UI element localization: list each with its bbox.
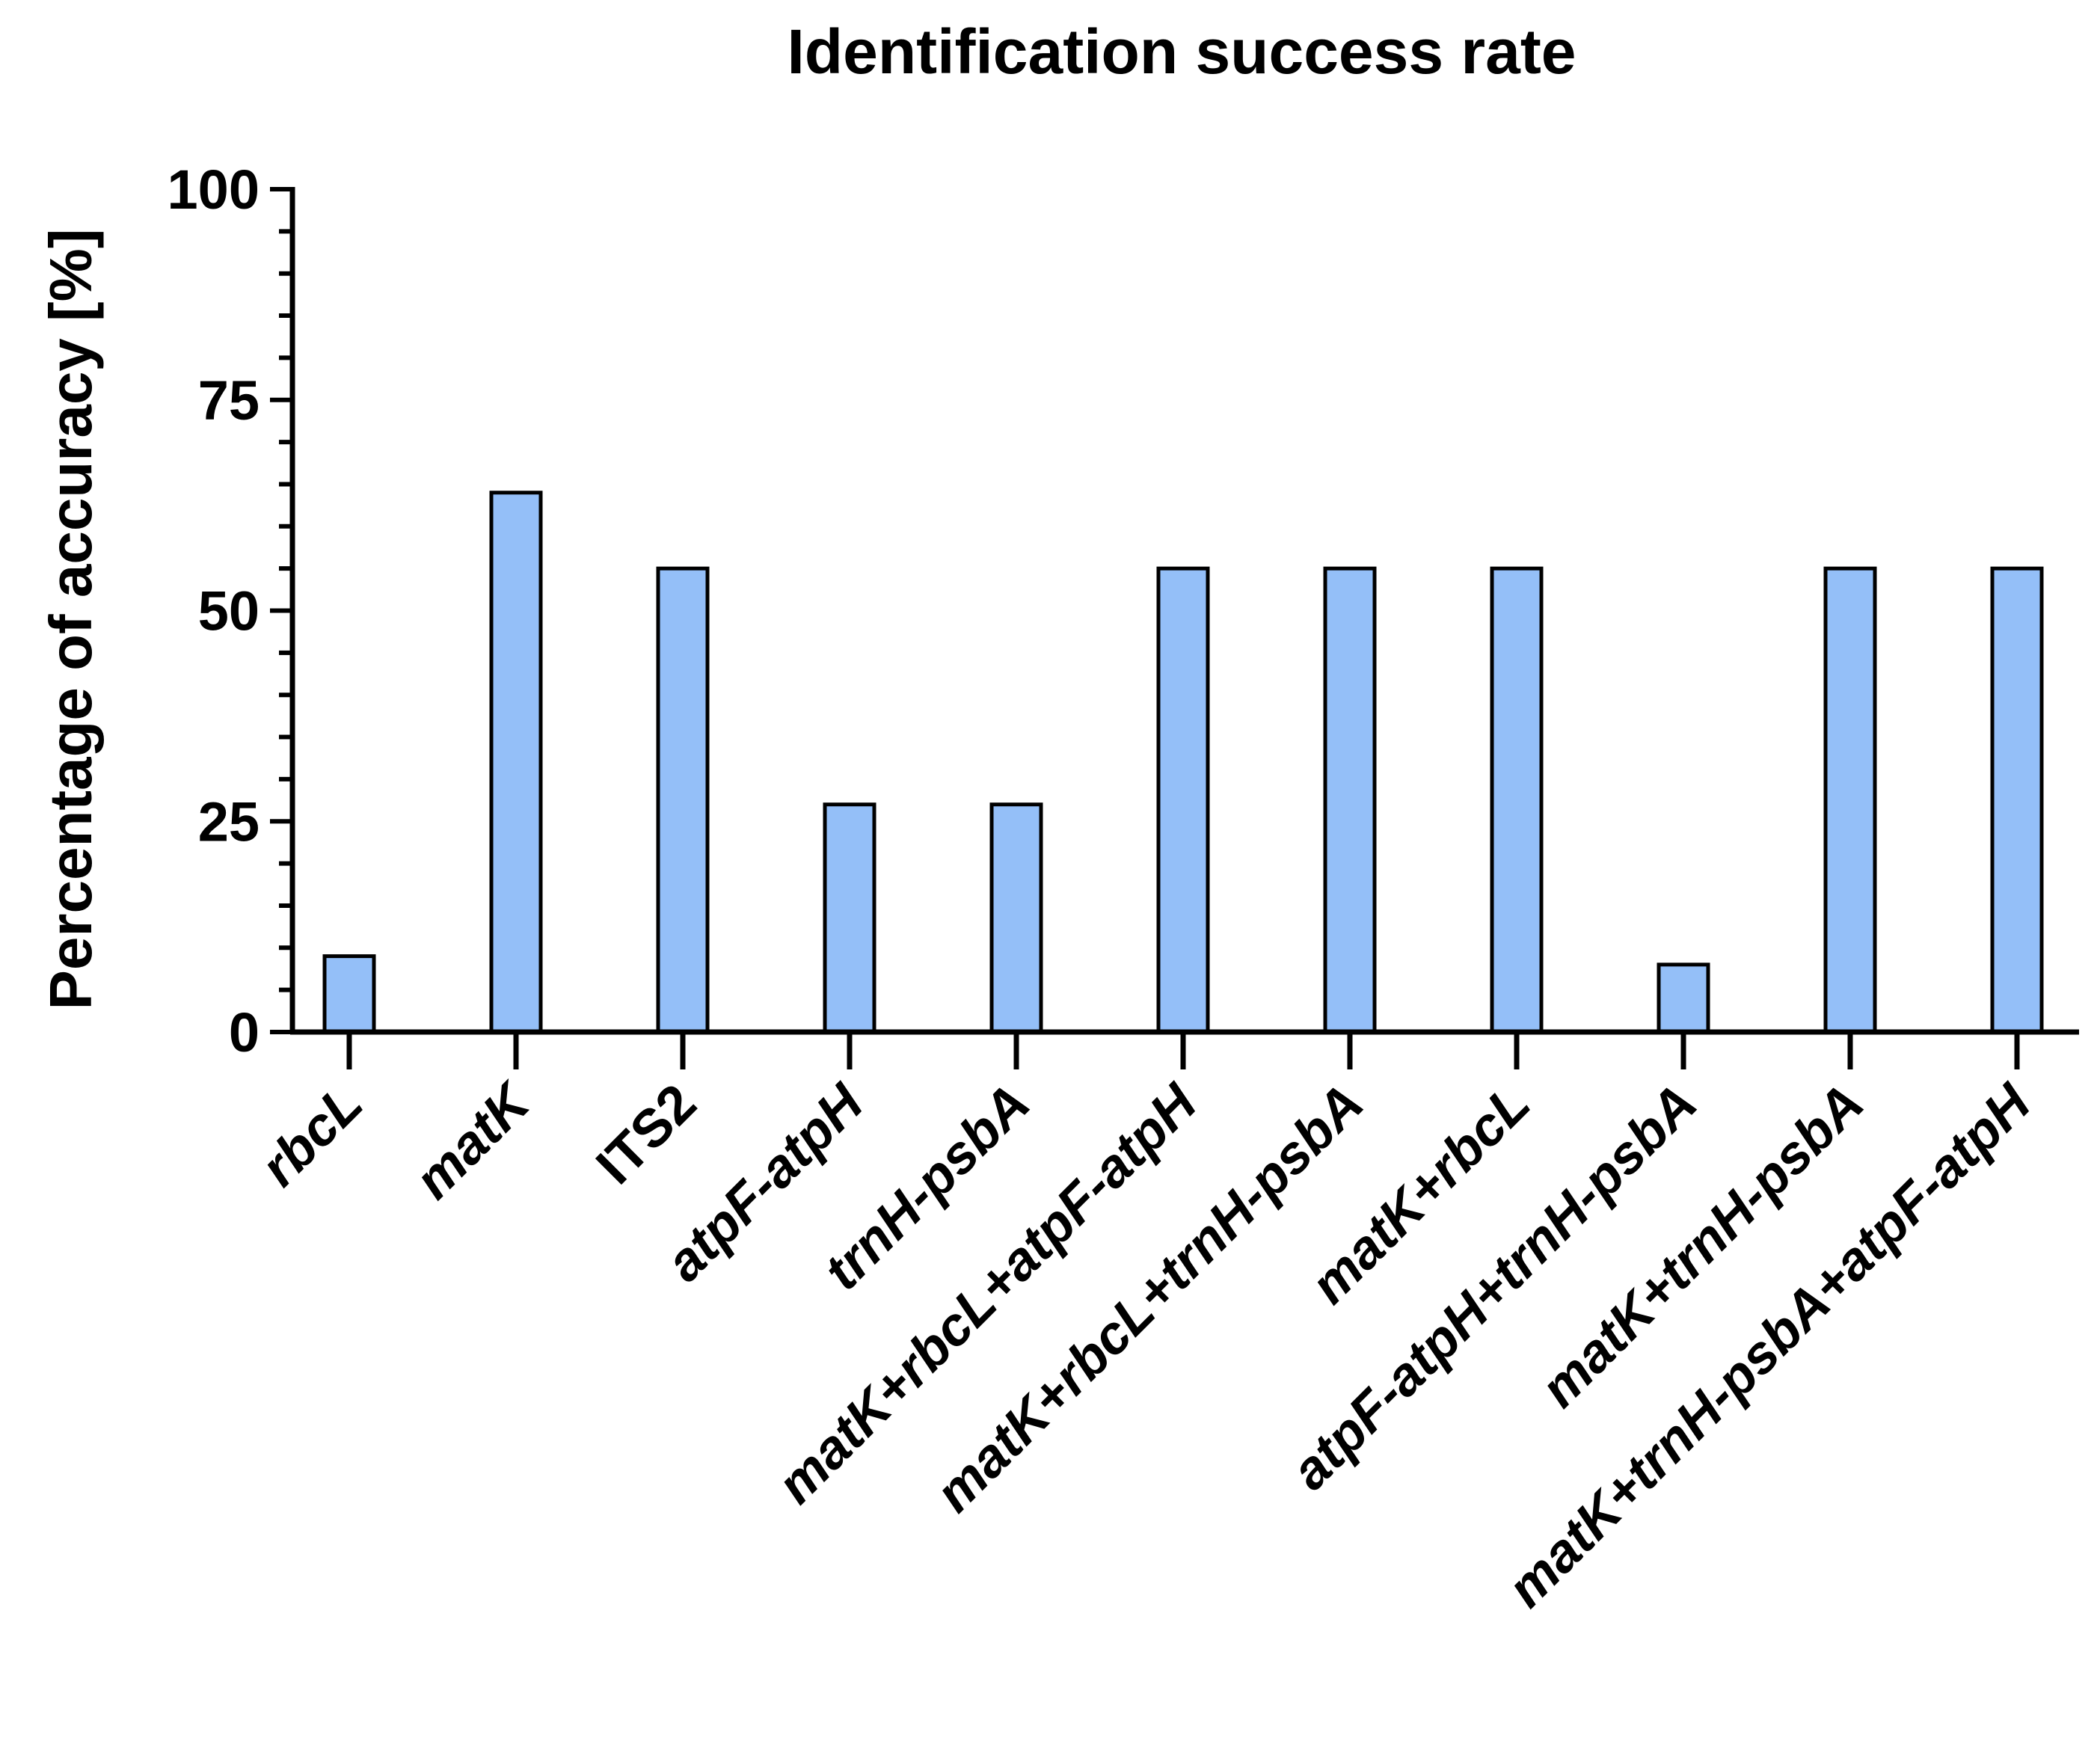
bar xyxy=(1323,566,1377,1034)
bar xyxy=(656,566,710,1034)
chart-title: Identification success rate xyxy=(787,16,1576,87)
bar xyxy=(1823,566,1877,1034)
bars-layer xyxy=(322,491,2044,1034)
y-tick-labels: 0 25 50 75 100 xyxy=(168,159,260,1063)
bar xyxy=(989,802,1043,1034)
y-tick-label: 0 xyxy=(229,1001,260,1063)
x-tick-labels: rbcL matK ITS2atpF-atpHtrnH-psbAmatK+rbcL+… xyxy=(249,1070,2042,1618)
y-tick-label: 100 xyxy=(168,159,260,221)
y-tick-label: 75 xyxy=(198,369,260,432)
x-tick-label: matK xyxy=(403,1070,543,1210)
y-axis-label: Percentage of accuracy [%] xyxy=(37,229,104,1010)
x-tick-label: rbcL xyxy=(249,1073,374,1198)
bar xyxy=(1156,566,1210,1034)
x-tick-label: ITS2 xyxy=(585,1073,707,1196)
bar xyxy=(322,954,376,1034)
bar xyxy=(1990,566,2044,1034)
x-tick-label: matK+trnH-psbA xyxy=(1529,1073,1875,1419)
y-tick-label: 25 xyxy=(198,790,260,853)
bar xyxy=(489,491,543,1034)
axes-layer xyxy=(270,187,2079,1069)
bar xyxy=(1657,962,1710,1034)
y-tick-label: 50 xyxy=(198,580,260,642)
bar xyxy=(823,802,876,1034)
bar xyxy=(1490,566,1544,1034)
